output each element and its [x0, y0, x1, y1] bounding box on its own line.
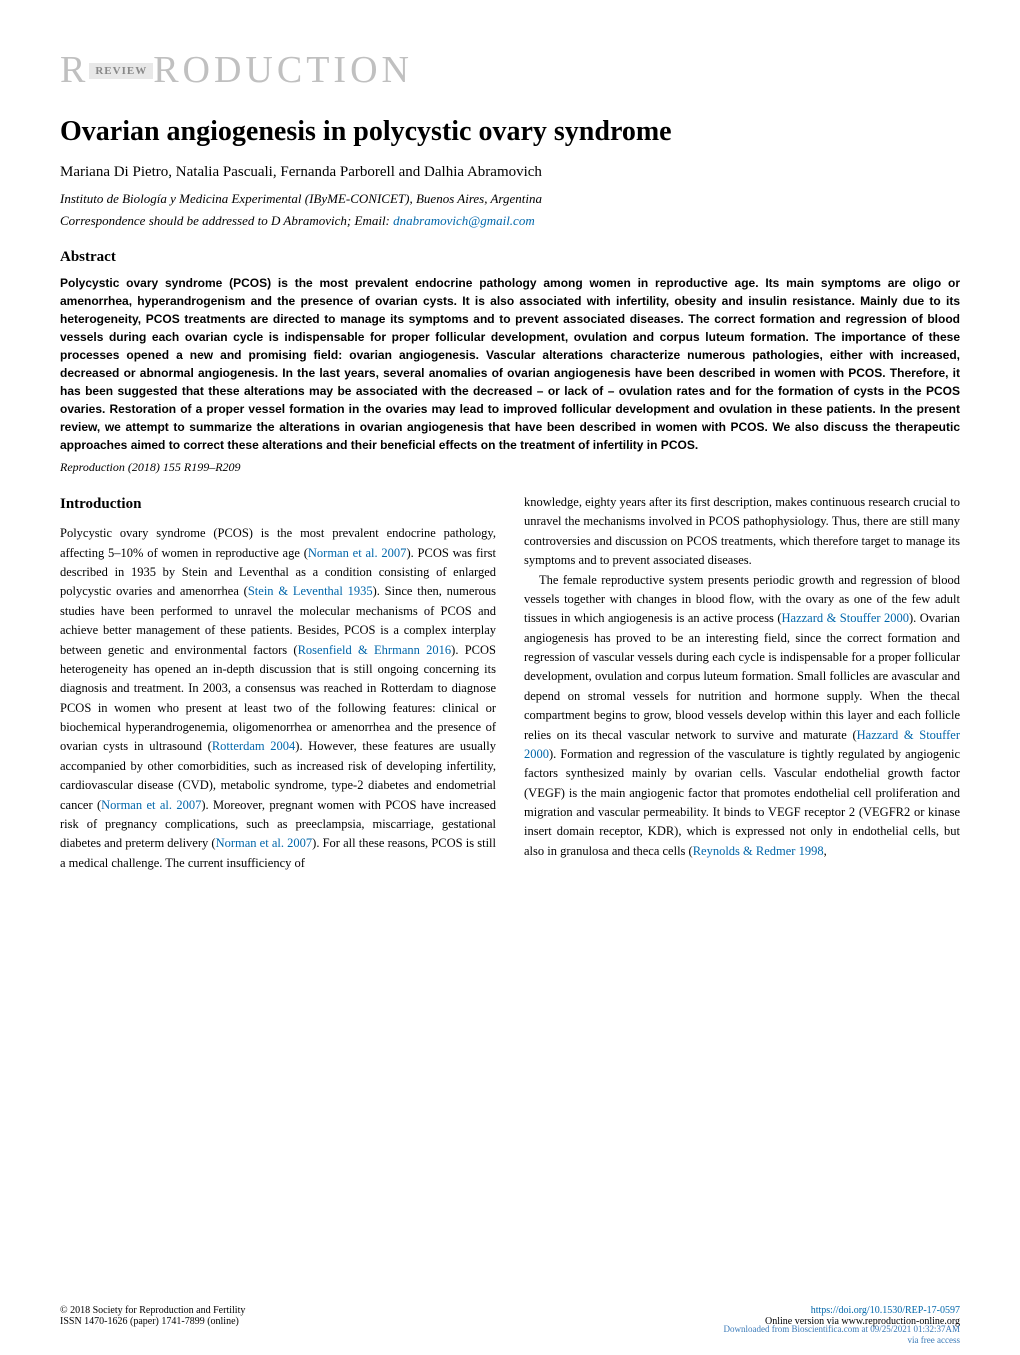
review-badge: REVIEW: [89, 63, 153, 79]
citation-link[interactable]: Reynolds & Redmer 1998: [693, 844, 824, 858]
authors: Mariana Di Pietro, Natalia Pascuali, Fer…: [60, 164, 960, 181]
logo-text: RODUCTION: [153, 49, 413, 91]
body-columns: Introduction Polycystic ovary syndrome (…: [60, 493, 960, 873]
footer-left: © 2018 Society for Reproduction and Fert…: [60, 1305, 245, 1327]
citation-link[interactable]: Rosenfield & Ehrmann 2016: [298, 643, 452, 657]
citation-line: Reproduction (2018) 155 R199–R209: [60, 460, 960, 475]
intro-paragraph-1: Polycystic ovary syndrome (PCOS) is the …: [60, 524, 496, 873]
left-column: Introduction Polycystic ovary syndrome (…: [60, 493, 496, 873]
correspondence: Correspondence should be addressed to D …: [60, 213, 960, 229]
citation-link[interactable]: Norman et al. 2007: [308, 546, 407, 560]
affiliation: Instituto de Biología y Medicina Experim…: [60, 191, 960, 207]
watermark-line2: via free access: [724, 1335, 960, 1347]
watermark-line1: Downloaded from Bioscientifica.com at 09…: [724, 1324, 960, 1336]
journal-logo: RREVIEWRODUCTION: [60, 48, 960, 92]
issn: ISSN 1470-1626 (paper) 1741-7899 (online…: [60, 1316, 245, 1327]
citation-link[interactable]: Rotterdam 2004: [212, 739, 295, 753]
introduction-heading: Introduction: [60, 493, 496, 516]
right-column: knowledge, eighty years after its first …: [524, 493, 960, 873]
citation-link[interactable]: Hazzard & Stouffer 2000: [782, 611, 909, 625]
download-watermark: Downloaded from Bioscientifica.com at 09…: [724, 1324, 960, 1347]
citation-link[interactable]: Norman et al. 2007: [101, 798, 201, 812]
doi-link[interactable]: https://doi.org/10.1530/REP-17-0597: [765, 1305, 960, 1316]
abstract-heading: Abstract: [60, 249, 960, 266]
intro-paragraph-2: The female reproductive system presents …: [524, 571, 960, 862]
correspondence-text: Correspondence should be addressed to D …: [60, 213, 393, 228]
article-title: Ovarian angiogenesis in polycystic ovary…: [60, 116, 960, 148]
copyright: © 2018 Society for Reproduction and Fert…: [60, 1305, 245, 1316]
abstract-body: Polycystic ovary syndrome (PCOS) is the …: [60, 274, 960, 454]
citation-link[interactable]: Stein & Leventhal 1935: [248, 584, 373, 598]
correspondence-email[interactable]: dnabramovich@gmail.com: [393, 213, 535, 228]
intro-paragraph-1-cont: knowledge, eighty years after its first …: [524, 493, 960, 571]
logo-prefix: R: [60, 49, 89, 91]
citation-link[interactable]: Norman et al. 2007: [216, 836, 313, 850]
